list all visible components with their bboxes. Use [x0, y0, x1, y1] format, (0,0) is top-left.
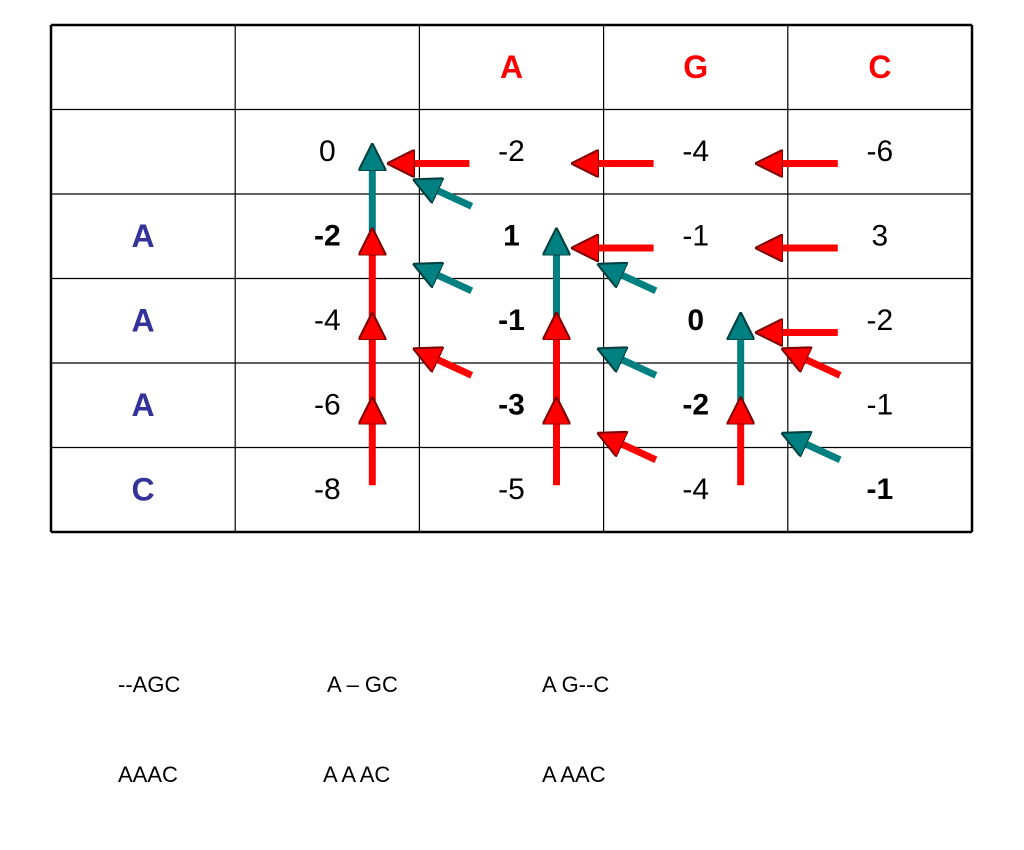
score-cell: -2 — [682, 389, 709, 422]
side-seq-letter: C — [132, 472, 155, 508]
alignment-3: A G--C A AAC — [542, 610, 609, 850]
score-cell: 3 — [872, 220, 889, 253]
alignment-1-bottom: AAAC — [118, 762, 178, 787]
score-cell: -3 — [498, 389, 525, 422]
traceback-arrow-teal — [424, 185, 474, 210]
top-seq-letter: C — [868, 49, 891, 85]
alignment-list: --AGC AAAC A – GC A A AC A G--C A AAC — [0, 610, 1024, 787]
alignment-2: A – GC A A AC — [323, 610, 398, 850]
score-cells: 0 -2 -4 -6 -2 1 -1 3 -4 -1 0 -2 -6 -3 -2 -1 -8 -5 -4 -1 — [314, 135, 893, 506]
score-cell: -2 — [498, 135, 525, 168]
score-cell: -4 — [682, 473, 709, 506]
traceback-arrows — [372, 156, 842, 486]
score-cell: 1 — [503, 220, 520, 253]
alignment-3-top: A G--C — [542, 672, 610, 697]
score-cell: -8 — [314, 473, 341, 506]
score-cell: -1 — [867, 473, 894, 506]
traceback-arrow-teal — [793, 438, 842, 463]
alignment-3-bottom: A AAC — [542, 762, 606, 787]
sequence-labels: A G C A A A C — [132, 49, 892, 508]
score-cell: 0 — [319, 135, 336, 168]
score-cell: -2 — [314, 220, 341, 253]
score-cell: -1 — [867, 389, 894, 422]
traceback-arrow-red — [609, 438, 658, 463]
alignment-1-top: --AGC — [118, 672, 181, 697]
grid-lines — [49, 23, 974, 534]
alignment-1: --AGC AAAC — [118, 610, 180, 850]
top-seq-letter: A — [500, 49, 523, 85]
score-cell: -5 — [498, 473, 525, 506]
score-cell: -6 — [314, 389, 341, 422]
alignment-2-bottom: A A AC — [323, 762, 391, 787]
score-cell: -4 — [682, 135, 709, 168]
traceback-arrow-red — [793, 354, 842, 379]
traceback-arrow-teal — [609, 269, 658, 294]
score-cell: -1 — [682, 220, 709, 253]
score-cell: -6 — [867, 135, 894, 168]
score-cell: -1 — [498, 304, 525, 337]
score-cell: 0 — [687, 304, 704, 337]
traceback-arrow-teal — [609, 354, 658, 379]
score-cell: -4 — [314, 304, 341, 337]
score-cell: -2 — [867, 304, 894, 337]
top-seq-letter: G — [683, 49, 708, 85]
alignment-2-top: A – GC — [327, 672, 398, 697]
side-seq-letter: A — [132, 303, 155, 339]
traceback-arrow-red — [424, 354, 474, 379]
side-seq-letter: A — [132, 218, 155, 254]
side-seq-letter: A — [132, 387, 155, 423]
traceback-arrow-teal — [424, 269, 474, 294]
dp-matrix-diagram: A G C A A A C 0 -2 -4 -6 -2 1 -1 3 -4 -1 0 -2 -6 -3 -2 -1 -8 -5… — [49, 23, 974, 534]
